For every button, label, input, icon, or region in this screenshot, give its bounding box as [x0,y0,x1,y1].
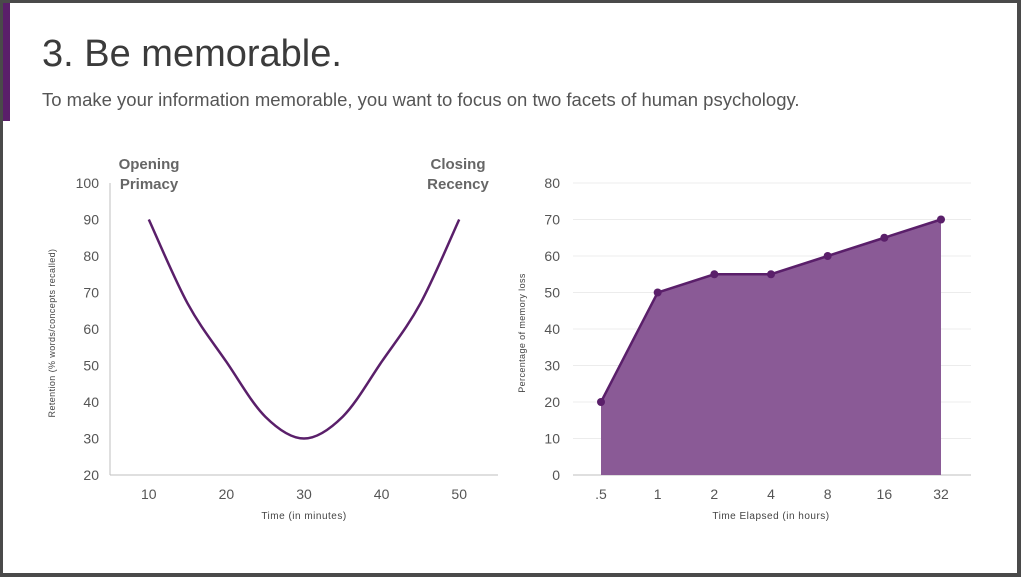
retention-chart: 100 90 80 70 60 50 40 30 20 10 20 30 40 50 Time (in … [47,175,498,522]
y-tick-label: 80 [83,248,99,264]
y-tick-label: 60 [83,321,99,337]
x-tick-label: 30 [296,486,312,502]
y-tick-label: 50 [83,358,99,374]
series-retention [147,218,461,440]
x-tick-label: 20 [219,486,235,502]
y-tick-label: 40 [83,394,99,410]
y-axis-label: Retention (% words/concepts recalled) [47,249,57,418]
annotation-closing-line1: Closing [430,156,486,173]
annotation-opening: Opening Primacy [111,155,187,195]
accent-bar [3,3,10,121]
slide-subtitle: To make your information memorable, you … [42,89,800,110]
x-tick-label: 10 [141,486,157,502]
annotation-closing-line2: Recency [427,176,489,193]
annotation-opening-line1: Opening [118,156,180,173]
y-tick-label: 70 [83,285,99,301]
slide-title: 3. Be memorable. [42,33,342,75]
retention-curve [147,218,461,440]
y-tick-labels: 100 90 80 70 60 50 40 30 20 [76,175,100,483]
annotation-closing: Closing Recency [420,155,496,195]
x-tick-label: 40 [374,486,390,502]
x-axis-label: Time (in minutes) [261,511,346,522]
y-tick-label: 90 [83,212,99,228]
slide: 3. Be memorable. To make your informatio… [3,3,1017,573]
annotation-opening-line2: Primacy [119,176,179,193]
x-tick-label: 50 [451,486,467,502]
y-tick-label: 100 [76,175,100,191]
y-tick-label: 30 [83,431,99,447]
x-tick-labels: 10 20 30 40 50 [141,486,467,502]
y-tick-label: 20 [83,467,99,483]
